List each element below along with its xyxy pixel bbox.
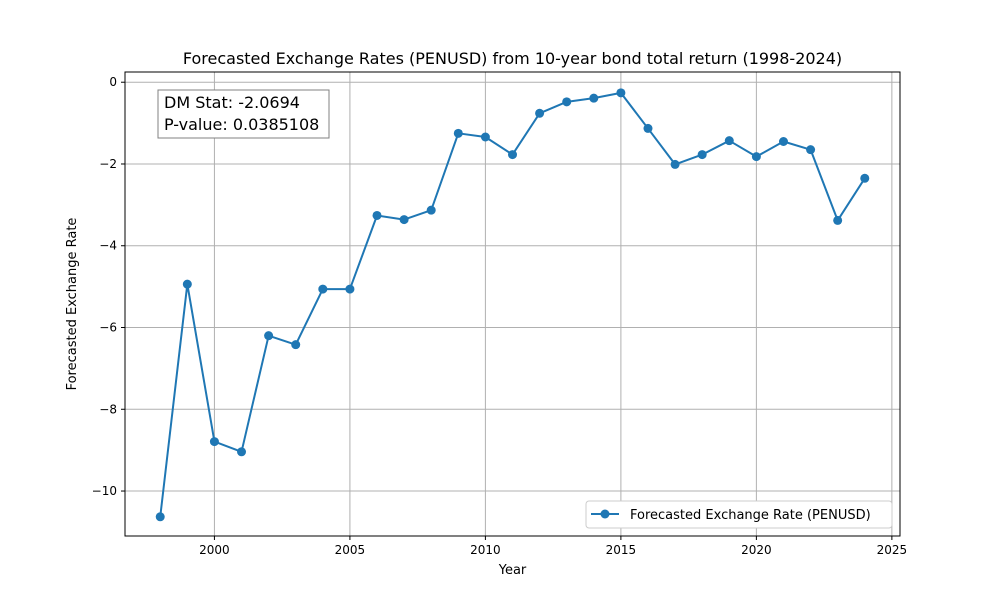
legend-marker-swatch — [600, 509, 610, 519]
data-point — [697, 150, 707, 160]
x-axis-label: Year — [498, 563, 527, 578]
dm-stat-text: DM Stat: -2.0694 — [164, 93, 300, 112]
data-point — [237, 447, 247, 457]
y-axis-label: Forecasted Exchange Rate — [65, 218, 80, 391]
x-tick-label: 2015 — [606, 543, 637, 557]
y-tick-label: 0 — [109, 75, 117, 89]
legend-box — [585, 500, 893, 529]
data-point — [345, 284, 355, 294]
x-tick-label: 2000 — [199, 543, 230, 557]
series-layer — [155, 88, 870, 522]
data-point — [806, 145, 816, 155]
data-point — [616, 88, 626, 98]
annotation-box — [157, 89, 330, 139]
x-tick-label: 2005 — [335, 543, 366, 557]
data-point — [453, 128, 463, 138]
data-point — [562, 97, 572, 107]
data-point — [264, 331, 274, 341]
data-point — [778, 136, 788, 146]
data-point — [860, 173, 870, 183]
data-point — [155, 512, 165, 522]
data-point — [426, 205, 436, 215]
data-point — [182, 279, 192, 289]
x-tick-label: 2025 — [877, 543, 908, 557]
p-value-text: P-value: 0.0385108 — [164, 115, 319, 134]
axes-frame — [124, 71, 901, 537]
axis-ticks: 2000 2005 2010 2015 2020 2025 0 −2 −4 −6 −8 −10 — [92, 75, 907, 557]
y-tick-label: −4 — [99, 239, 117, 253]
y-tick-label: −8 — [99, 402, 117, 416]
data-point — [833, 215, 843, 225]
x-tick-label: 2020 — [741, 543, 772, 557]
data-point — [670, 159, 680, 169]
legend: Forecasted Exchange Rate (PENUSD) — [585, 500, 893, 529]
data-point — [643, 123, 653, 133]
data-point — [372, 210, 382, 220]
y-tick-label: −6 — [99, 321, 117, 335]
data-point — [318, 284, 328, 294]
chart-title: Forecasted Exchange Rates (PENUSD) from … — [183, 49, 842, 68]
data-point — [291, 340, 301, 350]
data-point — [508, 150, 517, 160]
legend-label: Forecasted Exchange Rate (PENUSD) — [630, 508, 871, 523]
data-point — [535, 108, 545, 118]
y-tick-label: −2 — [99, 157, 117, 171]
data-point — [589, 93, 599, 103]
data-point — [399, 215, 409, 225]
y-tick-label: −10 — [92, 484, 117, 498]
grid-lines — [125, 72, 900, 536]
data-point — [209, 437, 219, 447]
data-point — [751, 152, 761, 162]
x-tick-label: 2010 — [470, 543, 501, 557]
stat-annotation-box: DM Stat: -2.0694 P-value: 0.0385108 — [157, 89, 330, 139]
data-point — [480, 132, 490, 142]
data-point — [724, 136, 734, 146]
